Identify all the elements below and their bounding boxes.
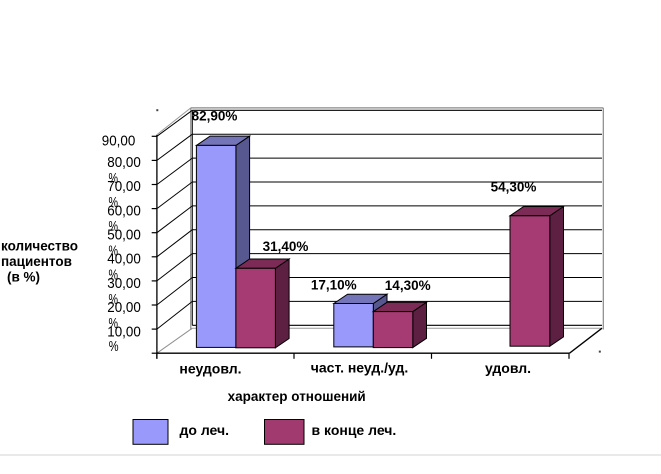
- svg-text:част. неуд./уд.: част. неуд./уд.: [311, 360, 408, 376]
- svg-text:%: %: [109, 315, 119, 332]
- svg-text:%: %: [109, 267, 119, 284]
- svg-text:(в %): (в %): [7, 270, 40, 285]
- svg-text:в конце леч.: в конце леч.: [312, 422, 397, 438]
- svg-text:количество: количество: [1, 238, 78, 253]
- svg-text:17,10%: 17,10%: [311, 277, 357, 292]
- svg-text:пациентов: пациентов: [1, 254, 72, 269]
- svg-text:31,40%: 31,40%: [263, 239, 309, 254]
- svg-text:20,00: 20,00: [107, 299, 141, 316]
- svg-text:82,90%: 82,90%: [192, 109, 238, 124]
- svg-text:10,00: 10,00: [107, 323, 141, 340]
- svg-text:удовл.: удовл.: [485, 360, 531, 376]
- svg-text:14,30%: 14,30%: [385, 278, 431, 293]
- svg-text:80,00: 80,00: [107, 154, 141, 171]
- svg-text:%: %: [109, 170, 119, 187]
- svg-text:неудовл.: неудовл.: [179, 361, 241, 377]
- svg-text:40,00: 40,00: [107, 251, 141, 268]
- svg-text:90,00: 90,00: [102, 133, 136, 150]
- svg-text:50,00: 50,00: [107, 227, 141, 244]
- svg-text:30,00: 30,00: [107, 275, 141, 292]
- svg-text:54,30%: 54,30%: [491, 180, 537, 195]
- svg-text:%: %: [109, 242, 119, 259]
- svg-text:%: %: [109, 194, 119, 211]
- svg-text:%: %: [109, 291, 119, 308]
- svg-text:%: %: [109, 338, 119, 355]
- svg-text:70,00: 70,00: [107, 178, 141, 195]
- svg-text:%: %: [109, 218, 119, 235]
- svg-text:до леч.: до леч.: [180, 422, 230, 438]
- svg-text:60,00: 60,00: [107, 202, 141, 219]
- svg-text:характер отношений: характер отношений: [228, 389, 366, 404]
